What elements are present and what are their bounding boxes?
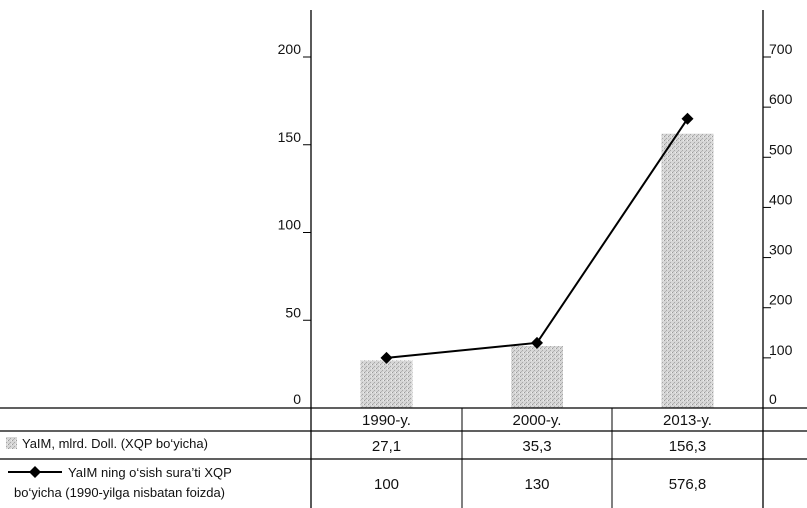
bar — [511, 346, 563, 408]
left-tick-label: 100 — [278, 217, 302, 233]
right-tick-label: 200 — [769, 292, 793, 308]
left-tick-label: 0 — [293, 391, 301, 407]
bar — [360, 360, 413, 408]
line-series — [380, 112, 694, 364]
right-tick-label: 500 — [769, 141, 793, 157]
left-tick-label: 50 — [285, 304, 301, 320]
bar-value-label: 27,1 — [372, 438, 401, 455]
line-marker — [681, 112, 694, 125]
data-table: 1990-y. 2000-y. 2013-y. YaIM, mlrd. Doll. (… — [0, 407, 807, 508]
axes: 0 50 100 150 200 0 100 200 300 400 500 600 700 — [278, 10, 793, 408]
line-series-name: YaIM ning o‘sish sura’ti XQP — [68, 465, 232, 480]
line-marker — [380, 351, 393, 364]
left-tick-label: 150 — [278, 129, 302, 145]
category-label: 1990-y. — [362, 412, 411, 429]
bar-series — [360, 133, 714, 409]
bar — [661, 133, 714, 409]
right-tick-label: 400 — [769, 191, 793, 207]
growth-line — [386, 118, 689, 359]
bar-series-name: YaIM, mlrd. Doll. (XQP bo‘yicha) — [22, 436, 208, 451]
line-value-label: 576,8 — [669, 476, 707, 493]
category-label: 2013-y. — [663, 412, 712, 429]
left-tick-label: 200 — [278, 41, 302, 57]
line-marker — [531, 336, 543, 349]
bar-value-label: 156,3 — [669, 438, 707, 455]
right-tick-label: 700 — [769, 41, 793, 57]
line-series-name-cont: bo‘yicha (1990-yilga nisbatan foizda) — [14, 485, 225, 500]
right-tick-label: 300 — [769, 242, 793, 258]
right-tick-label: 600 — [769, 91, 793, 107]
right-tick-label: 100 — [769, 342, 793, 358]
bar-legend-swatch — [6, 437, 17, 449]
category-label: 2000-y. — [513, 412, 562, 429]
right-tick-label: 0 — [769, 391, 777, 407]
line-legend-marker — [29, 466, 41, 478]
bar-value-label: 35,3 — [522, 438, 551, 455]
line-value-label: 130 — [524, 476, 549, 493]
line-value-label: 100 — [374, 476, 399, 493]
